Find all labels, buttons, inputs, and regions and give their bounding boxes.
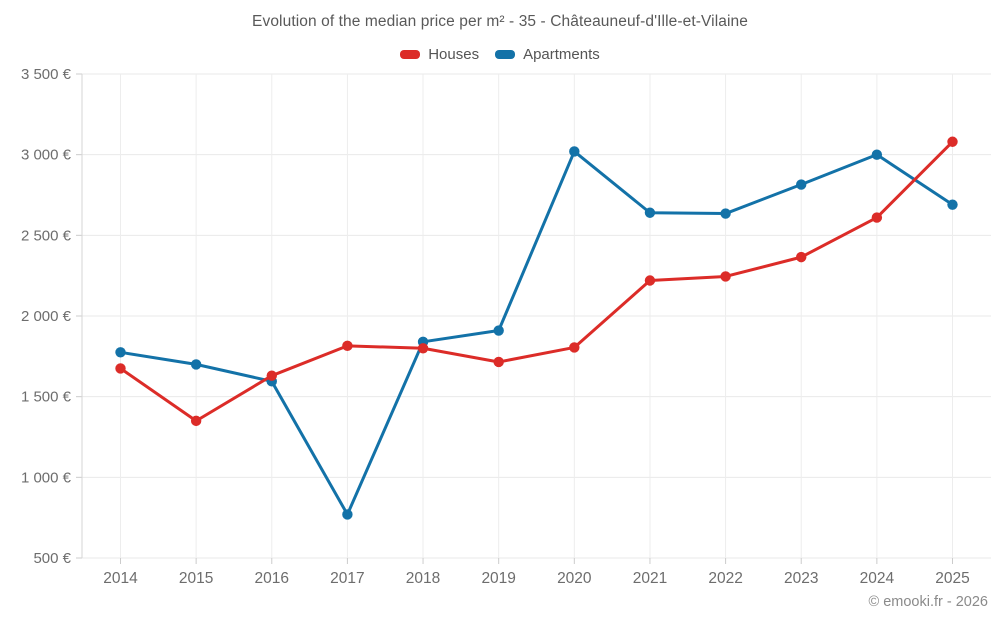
data-point-houses-2022 [720, 271, 731, 282]
legend-label-houses: Houses [428, 46, 480, 63]
y-tick-label: 1 500 € [21, 389, 72, 406]
data-point-houses-2016 [266, 370, 277, 381]
data-point-apartments-2017 [342, 509, 353, 520]
x-tick-label: 2023 [784, 570, 818, 587]
legend-label-apartments: Apartments [523, 46, 600, 63]
x-tick-label: 2015 [179, 570, 213, 587]
apartments-legend-swatch-icon [495, 50, 516, 59]
y-tick-label: 2 500 € [21, 227, 72, 244]
data-point-apartments-2023 [796, 179, 807, 190]
x-tick-label: 2017 [330, 570, 364, 587]
x-tick-label: 2014 [103, 570, 138, 587]
x-tick-label: 2021 [633, 570, 667, 587]
data-point-houses-2018 [417, 343, 429, 354]
data-point-houses-2025 [947, 136, 958, 147]
data-point-houses-2019 [493, 356, 504, 368]
data-point-apartments-2025 [947, 199, 958, 210]
data-point-apartments-2021 [644, 207, 656, 218]
series-line-houses [119, 140, 954, 423]
y-tick-label: 2 000 € [21, 308, 72, 325]
houses-legend-swatch-icon [400, 50, 421, 59]
x-tick-label: 2019 [481, 570, 515, 587]
x-tick-label: 2025 [935, 570, 969, 587]
y-tick-label: 1 000 € [21, 469, 72, 486]
data-point-houses-2015 [190, 415, 202, 427]
data-point-apartments-2024 [871, 149, 883, 160]
legend-item-houses[interactable]: Houses [400, 46, 479, 63]
data-point-houses-2023 [796, 251, 807, 263]
y-tick-label: 3 000 € [21, 147, 72, 164]
data-point-houses-2014 [115, 363, 126, 374]
data-point-apartments-2022 [720, 208, 731, 219]
series-line-apartments [119, 149, 954, 516]
x-tick-label: 2022 [708, 570, 742, 587]
y-tick-label: 500 € [33, 550, 71, 567]
data-point-apartments-2020 [569, 146, 580, 157]
legend: Houses Apartments [0, 46, 1000, 63]
data-point-apartments-2014 [115, 347, 126, 358]
data-point-apartments-2019 [493, 325, 504, 336]
x-tick-label: 2018 [406, 570, 440, 587]
chart-title: Evolution of the median price per m² - 3… [252, 13, 748, 30]
footer-credit: © emooki.fr - 2026 [868, 594, 988, 610]
data-point-houses-2017 [342, 340, 353, 352]
data-point-apartments-2015 [190, 359, 202, 370]
data-point-houses-2020 [569, 342, 580, 353]
x-tick-label: 2020 [557, 570, 592, 587]
x-tick-label: 2016 [255, 570, 289, 587]
data-point-houses-2024 [871, 212, 883, 223]
y-tick-label: 3 500 € [21, 66, 72, 83]
data-point-houses-2021 [644, 275, 656, 286]
x-tick-label: 2024 [860, 570, 895, 587]
legend-item-apartments[interactable]: Apartments [495, 46, 600, 63]
